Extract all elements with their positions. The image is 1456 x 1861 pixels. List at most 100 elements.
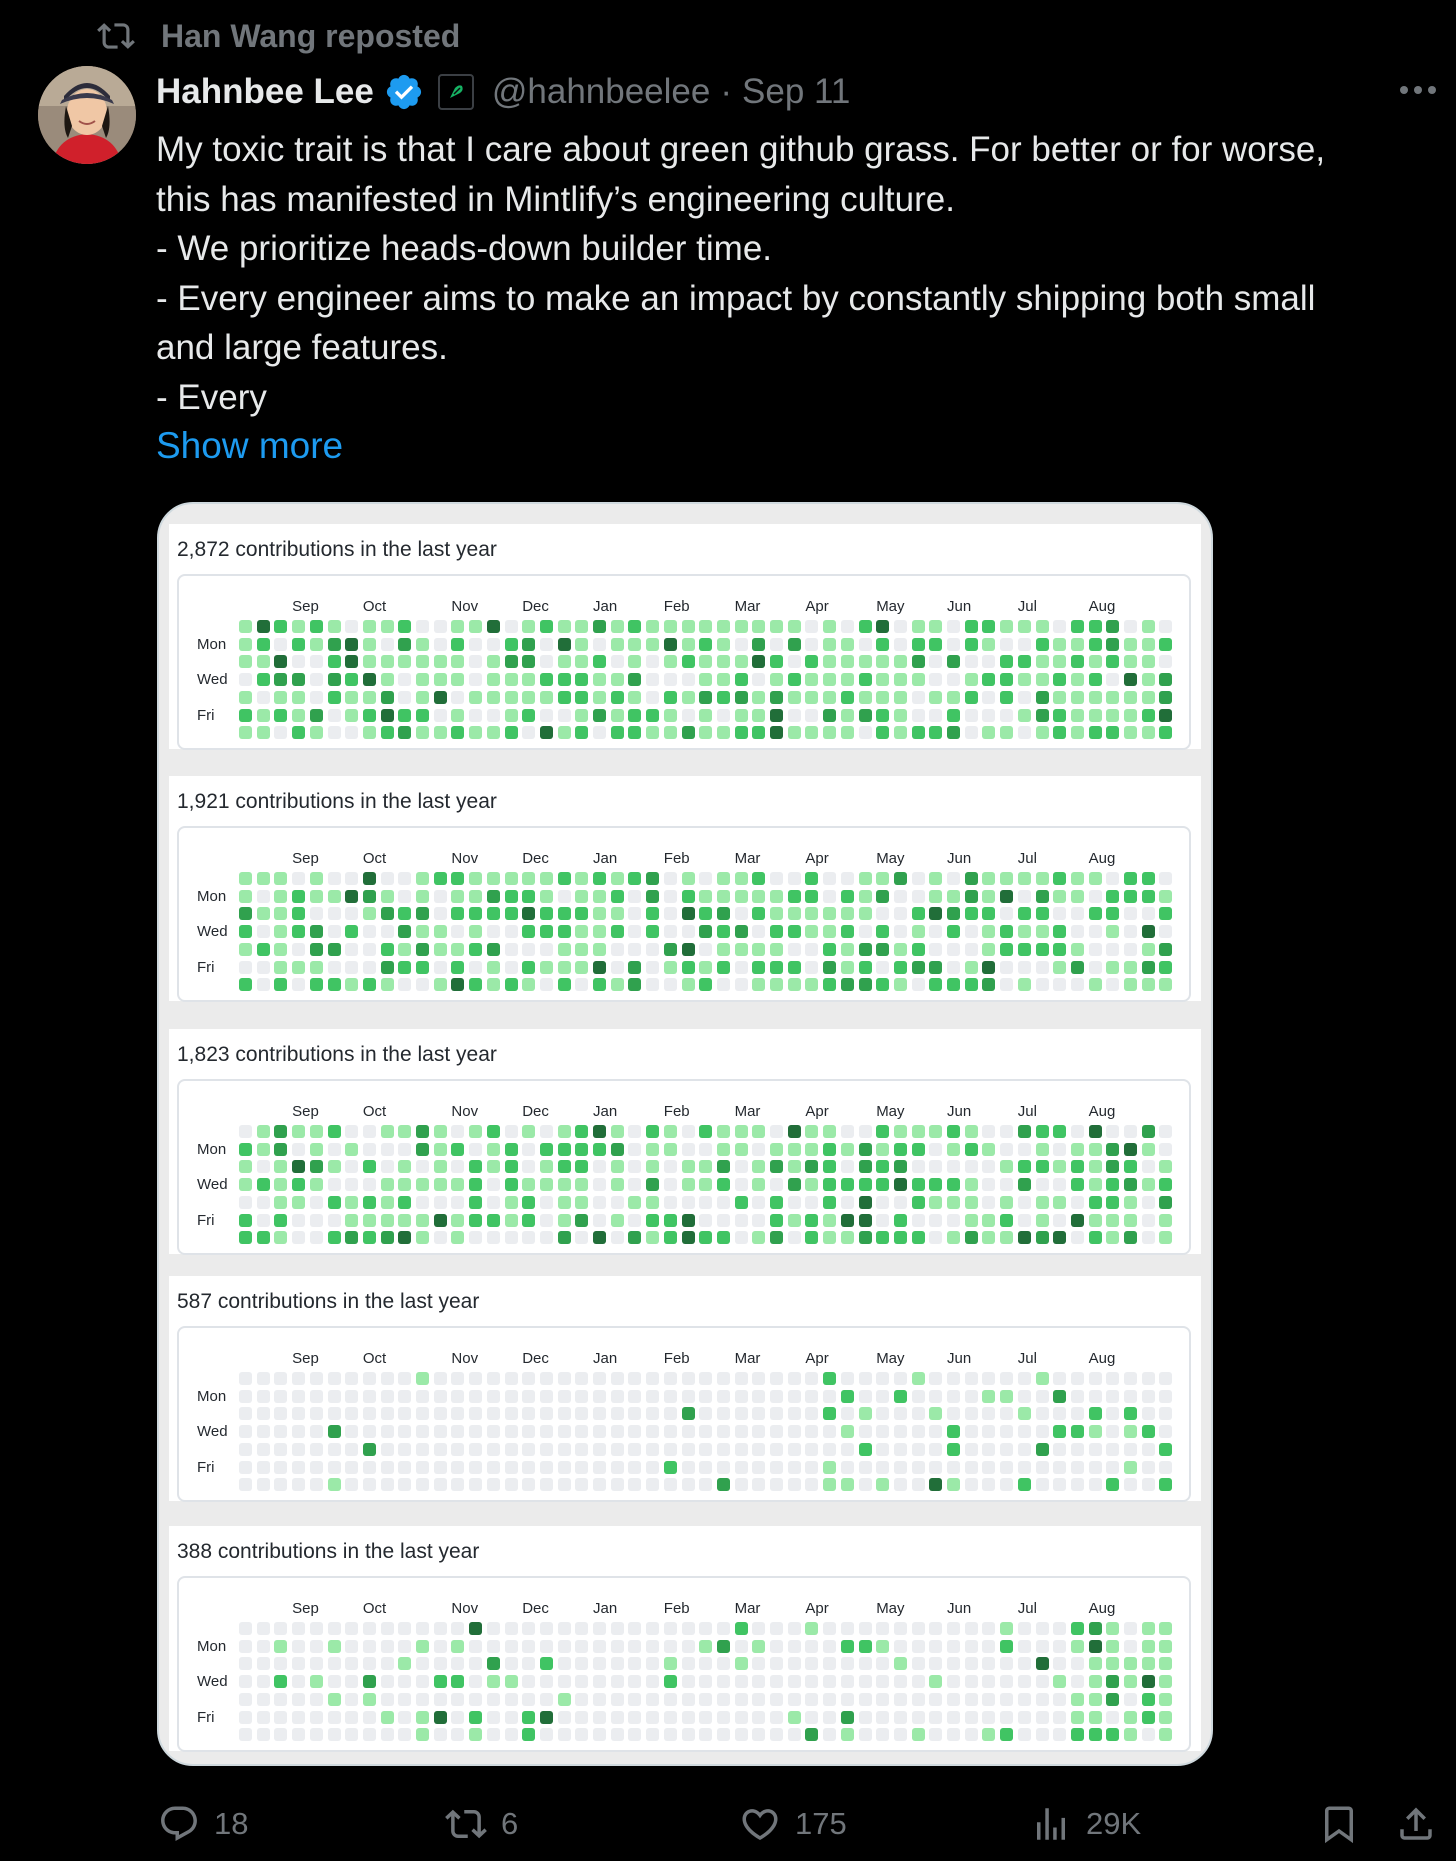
contribution-day-cell[interactable]	[469, 907, 483, 921]
contribution-day-cell[interactable]	[646, 1231, 660, 1245]
contribution-day-cell[interactable]	[1159, 655, 1173, 669]
contribution-day-cell[interactable]	[327, 1692, 341, 1706]
contribution-day-cell[interactable]	[947, 1639, 960, 1653]
contribution-day-cell[interactable]	[486, 1692, 500, 1706]
contribution-day-cell[interactable]	[982, 1125, 996, 1138]
contribution-day-cell[interactable]	[1141, 1407, 1155, 1421]
contribution-day-cell[interactable]	[274, 1460, 288, 1474]
contribution-day-cell[interactable]	[522, 1639, 536, 1653]
contribution-day-cell[interactable]	[256, 1692, 270, 1706]
contribution-day-cell[interactable]	[469, 1125, 483, 1138]
contribution-day-cell[interactable]	[256, 1639, 270, 1653]
contribution-day-cell[interactable]	[752, 620, 766, 633]
contribution-day-cell[interactable]	[787, 673, 801, 687]
contribution-day-cell[interactable]	[504, 872, 518, 885]
contribution-day-cell[interactable]	[1159, 1142, 1173, 1156]
contribution-day-cell[interactable]	[770, 673, 783, 687]
contribution-day-cell[interactable]	[256, 889, 270, 903]
contribution-day-cell[interactable]	[929, 620, 943, 633]
contribution-day-cell[interactable]	[876, 726, 890, 740]
contribution-day-cell[interactable]	[964, 1425, 978, 1439]
contribution-day-cell[interactable]	[1035, 726, 1049, 740]
contribution-day-cell[interactable]	[663, 655, 677, 669]
contribution-day-cell[interactable]	[274, 1142, 288, 1156]
contribution-day-cell[interactable]	[1141, 1710, 1155, 1724]
contribution-day-cell[interactable]	[1000, 1389, 1014, 1403]
contribution-day-cell[interactable]	[1000, 620, 1014, 633]
contribution-day-cell[interactable]	[947, 1195, 960, 1209]
contribution-day-cell[interactable]	[1141, 889, 1155, 903]
contribution-day-cell[interactable]	[239, 1425, 252, 1439]
contribution-day-cell[interactable]	[1088, 1178, 1102, 1192]
contribution-day-cell[interactable]	[274, 1389, 288, 1403]
contribution-day-cell[interactable]	[1124, 708, 1137, 722]
contribution-day-cell[interactable]	[646, 925, 660, 939]
contribution-day-cell[interactable]	[681, 942, 695, 956]
contribution-day-cell[interactable]	[1124, 1692, 1137, 1706]
contribution-day-cell[interactable]	[1070, 1692, 1084, 1706]
contribution-day-cell[interactable]	[1053, 889, 1067, 903]
contribution-day-cell[interactable]	[893, 1710, 907, 1724]
contribution-day-cell[interactable]	[1000, 1478, 1014, 1492]
contribution-day-cell[interactable]	[929, 1142, 943, 1156]
contribution-day-cell[interactable]	[274, 1407, 288, 1421]
contribution-day-cell[interactable]	[893, 1407, 907, 1421]
contribution-day-cell[interactable]	[734, 978, 748, 992]
contribution-day-cell[interactable]	[575, 1657, 589, 1671]
contribution-day-cell[interactable]	[309, 637, 323, 651]
contribution-day-cell[interactable]	[345, 637, 359, 651]
contribution-day-cell[interactable]	[947, 907, 960, 921]
contribution-day-cell[interactable]	[805, 960, 819, 974]
contribution-day-cell[interactable]	[1141, 1460, 1155, 1474]
contribution-day-cell[interactable]	[433, 889, 447, 903]
contribution-day-cell[interactable]	[557, 1178, 571, 1192]
contribution-day-cell[interactable]	[575, 942, 589, 956]
contribution-day-cell[interactable]	[752, 690, 766, 704]
contribution-day-cell[interactable]	[451, 1125, 465, 1138]
contribution-day-cell[interactable]	[256, 708, 270, 722]
contribution-day-cell[interactable]	[433, 708, 447, 722]
contribution-day-cell[interactable]	[557, 1460, 571, 1474]
contribution-day-cell[interactable]	[699, 1231, 713, 1245]
contribution-day-cell[interactable]	[1106, 673, 1120, 687]
contribution-day-cell[interactable]	[716, 620, 730, 633]
contribution-day-cell[interactable]	[1106, 1389, 1120, 1403]
contribution-day-cell[interactable]	[256, 1728, 270, 1742]
contribution-day-cell[interactable]	[451, 1389, 465, 1403]
contribution-day-cell[interactable]	[522, 1692, 536, 1706]
contribution-day-cell[interactable]	[787, 1125, 801, 1138]
contribution-day-cell[interactable]	[911, 1710, 925, 1724]
contribution-day-cell[interactable]	[522, 1231, 536, 1245]
contribution-day-cell[interactable]	[433, 1142, 447, 1156]
contribution-day-cell[interactable]	[1106, 942, 1120, 956]
contribution-day-cell[interactable]	[1106, 1231, 1120, 1245]
contribution-day-cell[interactable]	[1035, 655, 1049, 669]
contribution-day-cell[interactable]	[575, 1460, 589, 1474]
contribution-day-cell[interactable]	[628, 1425, 642, 1439]
contribution-day-cell[interactable]	[380, 1675, 394, 1689]
contribution-day-cell[interactable]	[504, 1442, 518, 1456]
contribution-day-cell[interactable]	[876, 1728, 890, 1742]
contribution-day-cell[interactable]	[345, 1195, 359, 1209]
contribution-day-cell[interactable]	[1141, 1442, 1155, 1456]
contribution-day-cell[interactable]	[557, 1728, 571, 1742]
contribution-day-cell[interactable]	[1017, 637, 1031, 651]
contribution-day-cell[interactable]	[327, 907, 341, 921]
contribution-day-cell[interactable]	[734, 726, 748, 740]
contribution-day-cell[interactable]	[256, 1389, 270, 1403]
contribution-day-cell[interactable]	[610, 1178, 624, 1192]
contribution-day-cell[interactable]	[239, 907, 252, 921]
like-button[interactable]: 175	[739, 1796, 847, 1852]
contribution-day-cell[interactable]	[805, 1460, 819, 1474]
contribution-day-cell[interactable]	[309, 1195, 323, 1209]
contribution-day-cell[interactable]	[1106, 925, 1120, 939]
contribution-day-cell[interactable]	[522, 1460, 536, 1474]
contribution-day-cell[interactable]	[982, 1213, 996, 1227]
contribution-day-cell[interactable]	[628, 1372, 642, 1385]
contribution-day-cell[interactable]	[451, 1657, 465, 1671]
contribution-day-cell[interactable]	[1053, 1478, 1067, 1492]
contribution-day-cell[interactable]	[663, 1213, 677, 1227]
contribution-day-cell[interactable]	[734, 1478, 748, 1492]
contribution-day-cell[interactable]	[274, 1125, 288, 1138]
contribution-day-cell[interactable]	[787, 1407, 801, 1421]
